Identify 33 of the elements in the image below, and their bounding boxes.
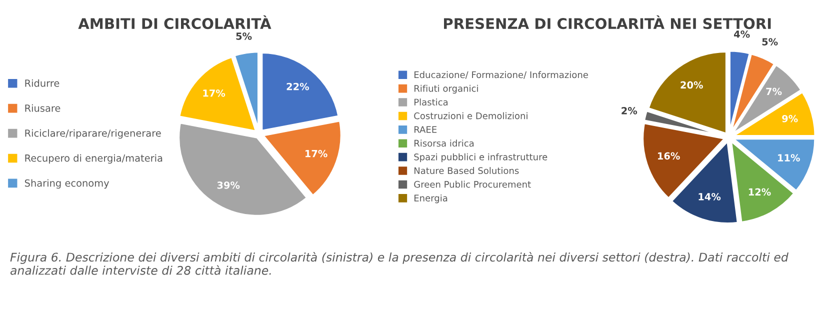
legend-label: RAEE — [414, 126, 437, 133]
data-label: 4% — [734, 30, 750, 38]
data-label: 11% — [778, 154, 800, 162]
text: Figura 6. Descrizione dei diversi ambiti di circolarità (sinistra) e la presenza di circolarità nei diversi settori (destra). Dati raccolti ed analizzati dalle interviste di 28 città italiane. — [10, 252, 788, 275]
data-label: 2% — [622, 107, 638, 114]
chart-title: AMBITI DI CIRCOLARITÀ — [78, 15, 272, 30]
legend-label: Riusare — [25, 104, 60, 112]
legend-label: Nature Based Solutions — [414, 167, 519, 174]
legend-label: Rifiuti organici — [414, 84, 478, 94]
data-label: 12% — [748, 188, 771, 196]
data-label: 20% — [680, 81, 703, 89]
legend-label: Risorsa idrica — [414, 140, 474, 147]
legend-label: Riciclare/riparare/rigenerare — [25, 129, 161, 139]
data-label: 14% — [698, 192, 721, 200]
data-label: 16% — [658, 152, 680, 160]
legend-label: Plastica — [414, 98, 448, 106]
data-label: 5% — [762, 38, 778, 46]
data-label: 17% — [305, 150, 328, 158]
legend-label: Green Public Procurement — [414, 180, 531, 188]
data-label: 5% — [236, 32, 252, 40]
data-label: 17% — [203, 89, 226, 97]
data-label: 9% — [782, 114, 798, 122]
legend-label: Ridurre — [25, 79, 60, 87]
legend-label: Recupero di energia/materia — [25, 154, 162, 164]
legend-label: Spazi pubblici e infrastrutture — [414, 153, 548, 162]
legend-label: Educazione/ Formazione/ Informazione — [414, 71, 588, 79]
data-label: 7% — [766, 88, 782, 96]
legend-label: Sharing economy — [24, 179, 110, 189]
data-label: 22% — [286, 82, 310, 90]
data-label: 39% — [217, 181, 240, 189]
legend-label: Energia — [414, 194, 448, 204]
chart-title: PRESENZA DI CIRCOLARITÀ NEI SETTORI — [444, 15, 771, 30]
legend-label: Costruzioni e Demolizioni — [414, 112, 528, 120]
